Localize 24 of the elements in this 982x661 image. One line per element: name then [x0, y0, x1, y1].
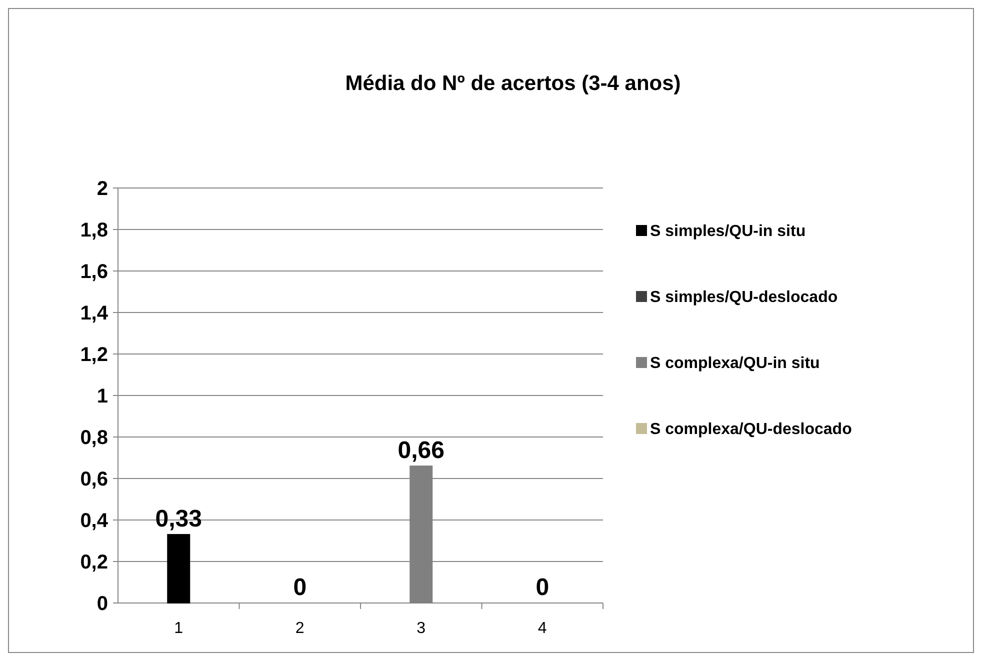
chart-title: Média do Nº de acertos (3-4 anos) [345, 72, 681, 95]
y-tick-label: 0,8 [80, 427, 108, 449]
data-label: 0 [293, 574, 307, 601]
y-tick-label: 0,6 [80, 468, 108, 490]
legend-label: S complexa/QU-deslocado [650, 421, 852, 438]
y-tick-label: 1,6 [80, 261, 108, 283]
y-tick-label: 0,2 [80, 552, 108, 574]
y-tick-label: 0 [96, 593, 108, 615]
data-label: 0,66 [398, 437, 444, 464]
y-tick-label: 1,2 [80, 344, 108, 366]
data-label: 0 [536, 574, 550, 601]
y-tick-label: 1,8 [80, 220, 108, 242]
y-tick-label: 2 [96, 178, 108, 200]
legend-label: S simples/QU-in situ [650, 223, 806, 240]
y-tick-label: 0,4 [80, 510, 109, 532]
y-tick-label: 1,4 [80, 302, 109, 324]
data-label: 0,33 [155, 506, 202, 533]
legend-label: S complexa/QU-in situ [650, 355, 820, 372]
y-tick-label: 1 [96, 386, 108, 408]
x-tick-label: 4 [538, 620, 547, 637]
x-tick-label: 3 [416, 620, 426, 637]
legend-label: S simples/QU-deslocado [650, 289, 838, 306]
x-tick-label: 2 [295, 620, 304, 637]
x-tick-label: 1 [174, 620, 184, 637]
